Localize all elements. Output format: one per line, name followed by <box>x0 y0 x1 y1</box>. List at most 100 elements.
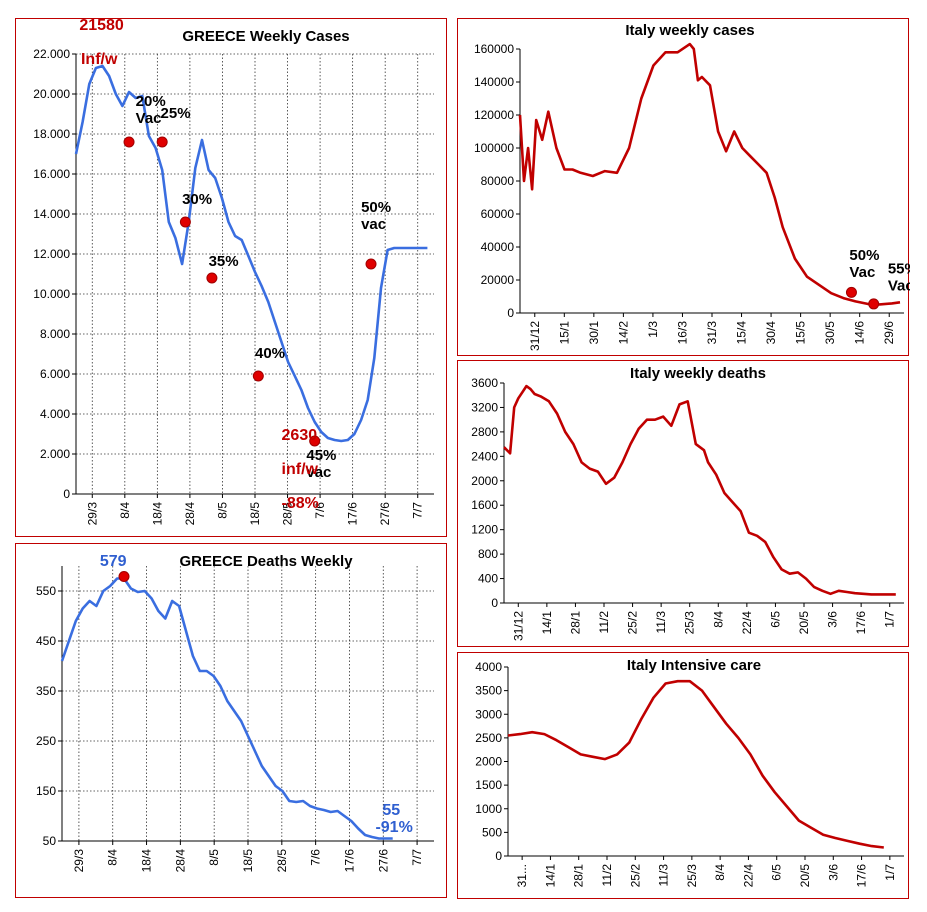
y-tick-label: 250 <box>36 734 56 748</box>
x-tick-label: 30/4 <box>764 321 778 345</box>
y-tick-label: 60000 <box>481 207 515 221</box>
highlight-label: 50% <box>361 199 391 216</box>
chart-title: Italy weekly deaths <box>630 365 766 382</box>
x-tick-label: 8/4 <box>711 611 725 628</box>
x-tick-label: 3/6 <box>826 864 840 881</box>
y-tick-label: 1500 <box>475 778 502 792</box>
highlight-marker <box>309 435 321 447</box>
x-tick-label: 29/6 <box>882 321 896 345</box>
y-tick-label: 20000 <box>481 273 515 287</box>
callout-label: -88% <box>282 495 319 512</box>
italy-deaths-panel: 0 400 800 1200 1600 2000 2400 2800 3200 3600 31/12… <box>457 360 909 647</box>
x-tick-label: 17/6 <box>346 502 360 526</box>
y-tick-label: 3600 <box>471 376 498 390</box>
x-tick-label: 28/4 <box>173 849 187 873</box>
x-tick-label: 8/5 <box>215 502 229 519</box>
series-line <box>507 679 884 849</box>
x-tick-label: 8/5 <box>207 849 221 866</box>
y-tick-label: 350 <box>36 684 56 698</box>
x-tick-label: 28/1 <box>572 864 586 888</box>
x-tick-label: 30/5 <box>823 321 837 345</box>
y-tick-label: 10.000 <box>33 287 70 301</box>
y-tick-label: 120000 <box>474 108 514 122</box>
callout-label: 2630 <box>282 427 318 444</box>
x-tick-label: 15/1 <box>557 321 571 345</box>
y-tick-label: 500 <box>482 825 502 839</box>
y-tick-label: 0 <box>495 849 502 863</box>
x-tick-label: 31... <box>515 864 529 887</box>
greece-deaths-panel: 50 150 250 350 450 550 29/3 8/4 18/4 28/4 8/5 18/5 2… <box>15 543 447 898</box>
x-tick-label: 25/3 <box>683 611 697 635</box>
x-tick-label: 25/3 <box>685 864 699 888</box>
italy-cases-chart: 0 20000 40000 60000 80000 100000 120000 140000 1… <box>474 22 910 351</box>
highlight-label: 55% <box>888 260 910 277</box>
y-tick-label: 40000 <box>481 240 515 254</box>
x-tick-label: 6/5 <box>768 611 782 628</box>
x-tick-label: 18/5 <box>248 502 262 526</box>
x-tick-label: 3/6 <box>826 611 840 628</box>
x-tick-label: 31/12 <box>528 321 542 351</box>
x-tick-label: 7/7 <box>410 849 424 866</box>
highlight-marker <box>868 298 880 310</box>
highlight-label: vac <box>306 464 331 481</box>
callout-label: -91% <box>375 819 412 836</box>
highlight-label: Vac <box>888 277 910 294</box>
x-tick-label: 28/5 <box>281 502 295 526</box>
y-tick-label: 50 <box>43 834 57 848</box>
y-tick-label: 3200 <box>471 400 498 414</box>
x-tick-label: 15/5 <box>794 321 808 345</box>
y-tick-label: 2.000 <box>40 447 70 461</box>
highlight-marker <box>845 286 857 298</box>
x-tick-label: 28/1 <box>568 611 582 635</box>
y-tick-label: 12.000 <box>33 247 70 261</box>
highlight-label: 35% <box>209 253 239 270</box>
y-tick-label: 2500 <box>475 731 502 745</box>
y-tick-label: 2400 <box>471 449 498 463</box>
callout-label: 21580 <box>79 19 124 34</box>
series-line <box>503 384 896 596</box>
x-tick-label: 17/6 <box>855 864 869 888</box>
highlight-marker <box>206 272 218 284</box>
y-tick-label: 800 <box>478 547 498 561</box>
highlight-marker <box>365 258 377 270</box>
x-tick-label: 11/3 <box>654 611 668 634</box>
y-tick-label: 1600 <box>471 498 498 512</box>
series-line <box>74 64 428 443</box>
highlight-label: Vac <box>136 110 162 127</box>
y-tick-label: 150 <box>36 784 56 798</box>
greece-deaths-chart: 50 150 250 350 450 550 29/3 8/4 18/4 28/4 8/5 18/5 2… <box>36 553 434 873</box>
y-tick-label: 400 <box>478 572 498 586</box>
x-tick-label: 22/4 <box>741 864 755 888</box>
y-tick-label: 8.000 <box>40 327 70 341</box>
x-tick-label: 29/3 <box>85 502 99 526</box>
x-tick-label: 27/6 <box>378 502 392 526</box>
highlight-label: 30% <box>182 191 212 208</box>
x-tick-label: 14/2 <box>616 321 630 345</box>
x-tick-label: 25/2 <box>628 864 642 888</box>
italy-cases-panel: 0 20000 40000 60000 80000 100000 120000 140000 1… <box>457 18 910 356</box>
x-tick-label: 18/4 <box>140 849 154 873</box>
highlight-label: 50% <box>849 247 879 264</box>
y-tick-label: 100000 <box>474 141 514 155</box>
highlight-label: 20% <box>136 93 166 110</box>
y-tick-label: 2000 <box>475 755 502 769</box>
x-tick-label: 8/4 <box>713 864 727 881</box>
highlight-marker <box>118 571 130 582</box>
x-tick-label: 20/5 <box>798 864 812 888</box>
x-tick-label: 31/3 <box>705 321 719 345</box>
highlight-marker <box>179 216 191 228</box>
x-tick-label: 11/2 <box>597 611 611 634</box>
highlight-marker <box>156 136 168 148</box>
highlight-label: 25% <box>161 105 191 122</box>
x-tick-label: 14/1 <box>543 864 557 888</box>
greece-cases-chart: 0 2.000 4.000 6.000 8.000 10.000 12.000 14.000 1… <box>33 19 434 526</box>
x-tick-label: 14/6 <box>853 321 867 345</box>
x-tick-label: 17/6 <box>854 611 868 635</box>
y-tick-label: 0 <box>491 596 498 610</box>
highlight-label: 45% <box>306 447 336 464</box>
y-tick-label: 4.000 <box>40 407 70 421</box>
y-tick-label: 3500 <box>475 684 502 698</box>
x-tick-label: 18/5 <box>241 849 255 873</box>
highlight-label: Vac <box>849 264 875 281</box>
chart-title: Italy Intensive care <box>627 657 761 674</box>
